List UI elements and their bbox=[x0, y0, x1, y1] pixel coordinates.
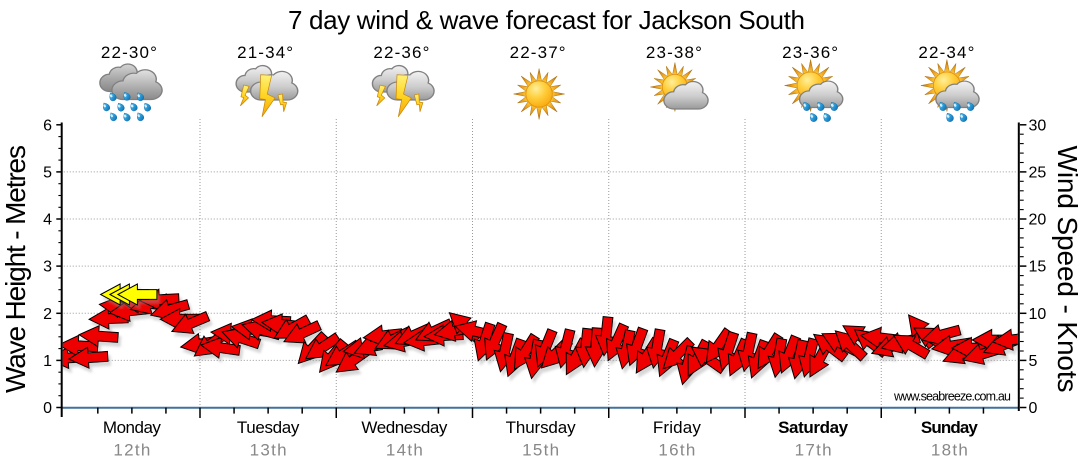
svg-text:30: 30 bbox=[1029, 117, 1047, 134]
svg-text:14th: 14th bbox=[386, 441, 423, 460]
svg-text:21-34°: 21-34° bbox=[237, 43, 293, 62]
svg-text:25: 25 bbox=[1029, 164, 1047, 181]
svg-text:22-37°: 22-37° bbox=[510, 43, 566, 62]
svg-text:22-34°: 22-34° bbox=[918, 43, 974, 62]
svg-text:16th: 16th bbox=[658, 441, 695, 460]
svg-text:18th: 18th bbox=[931, 441, 968, 460]
svg-text:23-38°: 23-38° bbox=[646, 43, 702, 62]
svg-text:2: 2 bbox=[43, 306, 52, 323]
svg-text:10: 10 bbox=[1029, 306, 1047, 323]
svg-text:Wave Height - Metres: Wave Height - Metres bbox=[0, 145, 31, 393]
svg-text:1: 1 bbox=[43, 353, 52, 370]
svg-text:Wednesday: Wednesday bbox=[361, 418, 448, 437]
svg-text:12th: 12th bbox=[113, 441, 150, 460]
svg-text:3: 3 bbox=[43, 259, 52, 276]
svg-text:20: 20 bbox=[1029, 212, 1047, 229]
svg-text:Monday: Monday bbox=[103, 418, 162, 437]
svg-text:6: 6 bbox=[43, 117, 52, 134]
svg-text:4: 4 bbox=[43, 212, 52, 229]
svg-text:0: 0 bbox=[1029, 400, 1038, 417]
svg-text:15th: 15th bbox=[522, 441, 559, 460]
svg-text:23-36°: 23-36° bbox=[782, 43, 838, 62]
svg-text:www.seabreeze.com.au: www.seabreeze.com.au bbox=[893, 390, 1011, 404]
svg-text:Friday: Friday bbox=[653, 418, 702, 437]
svg-text:7 day wind & wave forecast for: 7 day wind & wave forecast for Jackson S… bbox=[288, 5, 805, 35]
svg-text:15: 15 bbox=[1029, 259, 1047, 276]
svg-text:Saturday: Saturday bbox=[778, 418, 849, 437]
svg-text:Tuesday: Tuesday bbox=[237, 418, 300, 437]
svg-text:22-36°: 22-36° bbox=[373, 43, 429, 62]
svg-text:Thursday: Thursday bbox=[506, 418, 577, 437]
svg-text:13th: 13th bbox=[250, 441, 287, 460]
svg-text:5: 5 bbox=[43, 164, 52, 181]
svg-text:Wind Speed - Knots: Wind Speed - Knots bbox=[1052, 146, 1080, 393]
svg-text:0: 0 bbox=[43, 400, 52, 417]
svg-text:17th: 17th bbox=[795, 441, 832, 460]
svg-text:Sunday: Sunday bbox=[921, 418, 979, 437]
svg-text:22-30°: 22-30° bbox=[101, 43, 157, 62]
svg-text:5: 5 bbox=[1029, 353, 1038, 370]
